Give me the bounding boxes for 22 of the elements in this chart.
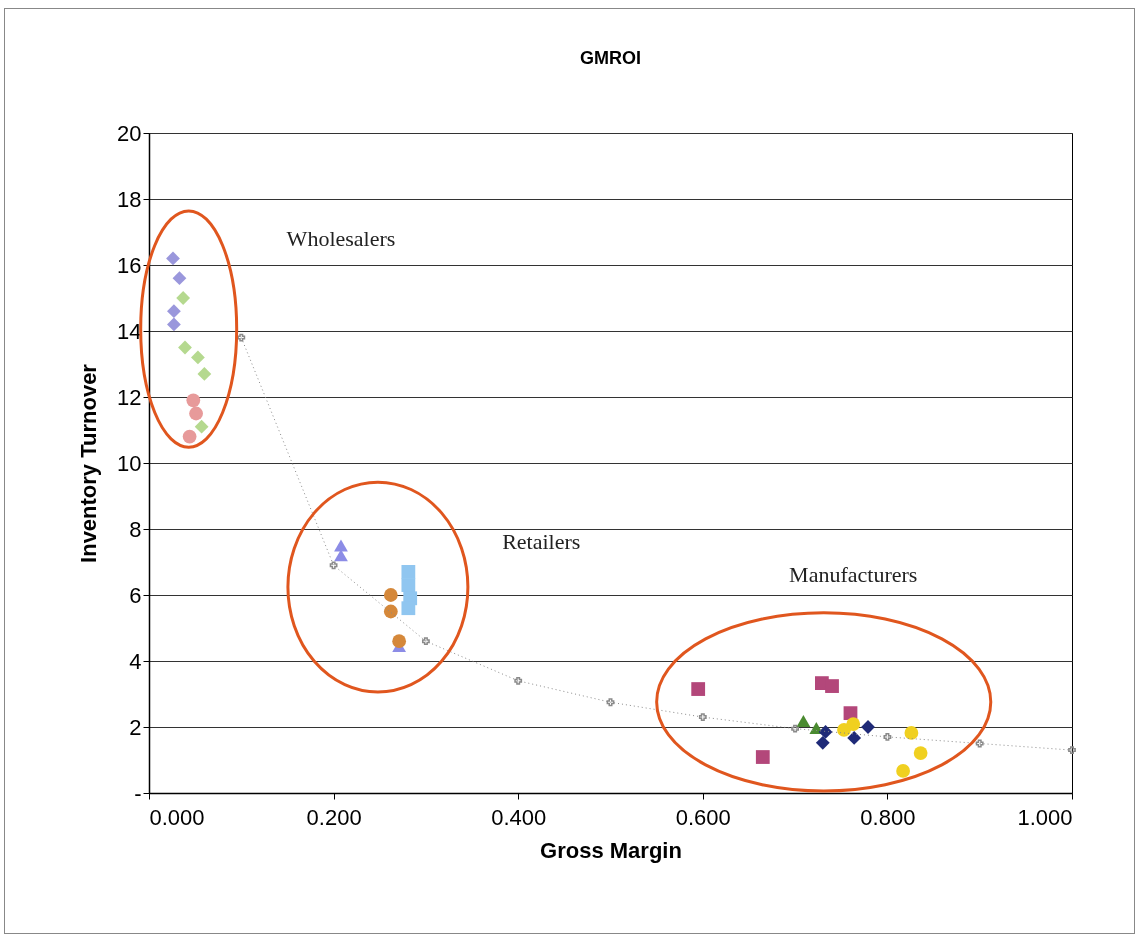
x-axis-title: Gross Margin bbox=[540, 837, 682, 863]
y-tick-label: 12 bbox=[117, 384, 142, 410]
y-axis-title: Inventory Turnover bbox=[76, 363, 102, 563]
x-tick-label: 0.400 bbox=[491, 804, 547, 830]
x-tick-label: 0.200 bbox=[306, 804, 362, 830]
y-tick-label: 2 bbox=[129, 714, 142, 740]
x-tick-label: 0.800 bbox=[860, 804, 916, 830]
x-tick-label: 0.600 bbox=[675, 804, 731, 830]
y-tick-label: - bbox=[134, 780, 142, 806]
annotation: Manufacturers bbox=[789, 562, 918, 588]
y-tick-label: 10 bbox=[117, 450, 142, 476]
x-tick-label: 1.000 bbox=[1017, 804, 1073, 830]
y-tick-label: 6 bbox=[129, 582, 142, 608]
annotation: Retailers bbox=[502, 529, 581, 555]
y-tick-label: 18 bbox=[117, 186, 142, 212]
chart-title: GMROI bbox=[580, 48, 641, 68]
annotation: Wholesalers bbox=[286, 225, 396, 251]
y-tick-label: 20 bbox=[117, 120, 142, 146]
y-tick-label: 16 bbox=[117, 252, 142, 278]
y-tick-label: 4 bbox=[129, 648, 142, 674]
y-tick-label: 8 bbox=[129, 516, 142, 542]
x-tick-label: 0.000 bbox=[149, 804, 205, 830]
